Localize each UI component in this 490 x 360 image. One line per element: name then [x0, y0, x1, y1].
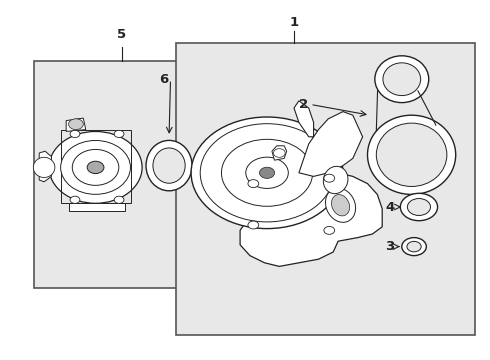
- Ellipse shape: [332, 194, 349, 216]
- Ellipse shape: [69, 119, 83, 130]
- Ellipse shape: [383, 63, 420, 96]
- Polygon shape: [66, 118, 86, 131]
- Ellipse shape: [324, 226, 335, 234]
- Ellipse shape: [49, 131, 142, 203]
- Polygon shape: [39, 151, 51, 182]
- Ellipse shape: [114, 130, 124, 138]
- Text: 4: 4: [386, 201, 395, 213]
- Ellipse shape: [325, 188, 356, 222]
- Ellipse shape: [191, 117, 343, 229]
- Ellipse shape: [323, 166, 348, 194]
- Text: 5: 5: [117, 28, 126, 41]
- Polygon shape: [240, 173, 382, 266]
- Ellipse shape: [70, 130, 80, 138]
- Ellipse shape: [153, 148, 185, 183]
- Ellipse shape: [260, 167, 275, 179]
- Ellipse shape: [146, 140, 192, 191]
- Ellipse shape: [73, 149, 119, 185]
- Ellipse shape: [376, 123, 447, 186]
- Ellipse shape: [114, 196, 124, 203]
- Ellipse shape: [324, 174, 335, 182]
- Ellipse shape: [248, 180, 259, 188]
- Ellipse shape: [402, 238, 426, 256]
- Ellipse shape: [400, 193, 438, 221]
- Text: 6: 6: [160, 73, 169, 86]
- Ellipse shape: [200, 124, 334, 222]
- Ellipse shape: [61, 140, 130, 194]
- Polygon shape: [299, 112, 363, 176]
- Ellipse shape: [368, 115, 456, 194]
- Text: 2: 2: [299, 98, 308, 111]
- Ellipse shape: [221, 139, 313, 206]
- Bar: [176, 43, 475, 335]
- Polygon shape: [294, 101, 314, 137]
- Bar: [34, 61, 211, 288]
- Ellipse shape: [407, 242, 421, 252]
- Ellipse shape: [273, 149, 285, 157]
- Ellipse shape: [248, 221, 259, 229]
- Polygon shape: [272, 146, 287, 160]
- Ellipse shape: [87, 161, 104, 174]
- Ellipse shape: [246, 157, 288, 188]
- Polygon shape: [69, 203, 125, 211]
- Ellipse shape: [375, 56, 429, 103]
- Ellipse shape: [70, 196, 80, 203]
- Ellipse shape: [407, 198, 431, 216]
- Text: 3: 3: [385, 240, 394, 253]
- Text: 1: 1: [290, 16, 298, 29]
- Ellipse shape: [33, 157, 55, 177]
